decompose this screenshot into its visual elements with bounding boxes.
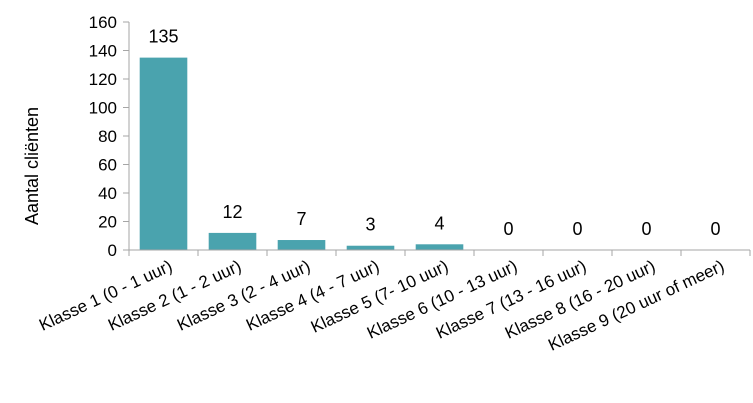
data-label: 7 [296,209,306,229]
y-axis: 0 20 40 60 80 100 120 140 160 [89,13,130,260]
data-label: 135 [148,27,178,47]
y-tick-label: 100 [89,99,117,118]
data-label: 0 [572,219,582,239]
y-tick-label: 120 [89,70,117,89]
y-tick-label: 60 [98,156,117,175]
y-tick-label: 80 [98,127,117,146]
data-label: 4 [434,213,444,233]
data-label: 0 [503,219,513,239]
data-label: 3 [365,215,375,235]
y-tick-label: 160 [89,13,117,32]
data-labels: 135 12 7 3 4 0 0 0 0 [148,27,720,239]
bar [346,245,395,250]
y-tick-label: 0 [108,241,117,260]
data-label: 12 [222,202,242,222]
x-axis: Klasse 1 (0 - 1 uur)Klasse 2 (1 - 2 uur)… [36,249,751,355]
bar [208,232,257,250]
y-tick-label: 140 [89,42,117,61]
data-label: 0 [710,219,720,239]
y-tick-label: 20 [98,213,117,232]
bar [415,244,464,250]
bar [139,57,188,250]
y-tick-label: 40 [98,184,117,203]
bars [139,57,464,250]
y-axis-title: Aantal cliënten [22,107,42,225]
data-label: 0 [641,219,651,239]
bar [277,240,326,250]
